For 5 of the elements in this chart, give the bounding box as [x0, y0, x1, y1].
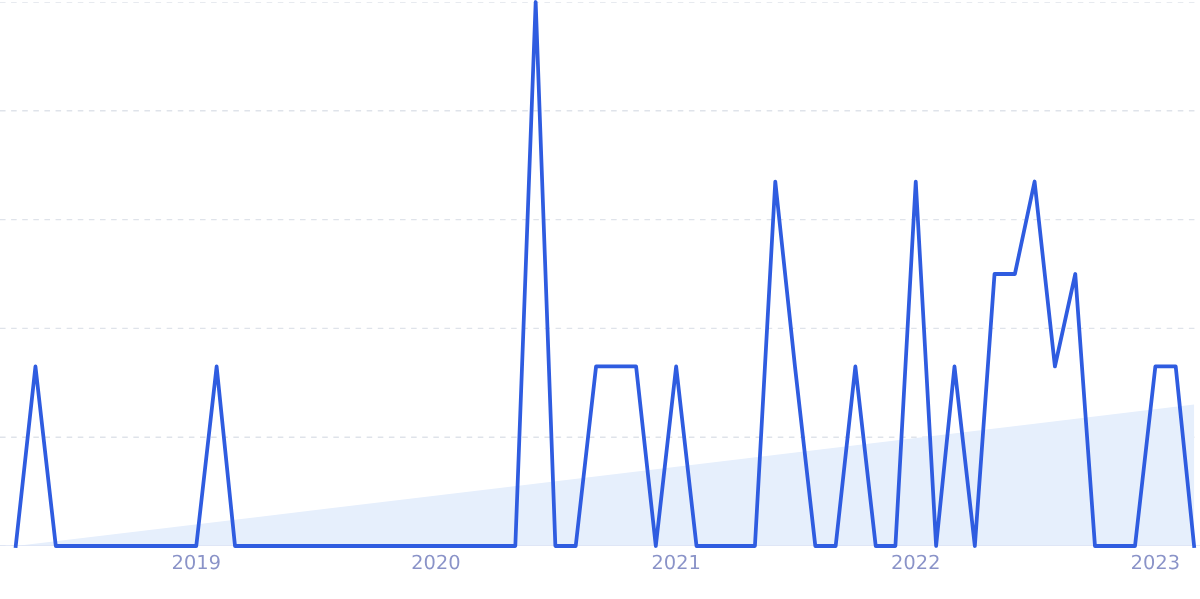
x-tick-label: 2023	[1132, 554, 1179, 570]
x-tick-label: 2020	[412, 554, 460, 570]
x-tick-label: 2021	[652, 554, 700, 570]
x-tick-label: 2022	[892, 554, 939, 570]
x-tick-label: 2019	[172, 554, 220, 570]
